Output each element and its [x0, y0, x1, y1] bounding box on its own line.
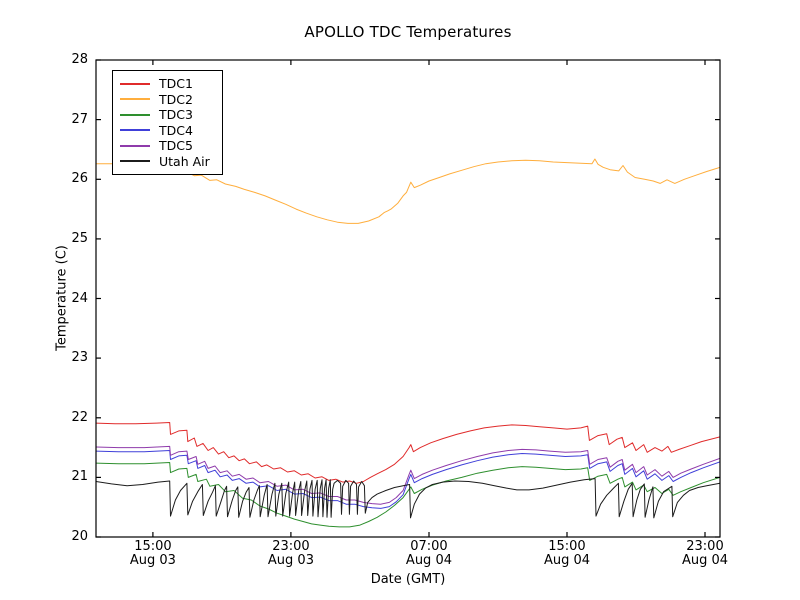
legend-line-swatch: [120, 82, 150, 85]
x-tick-label: 07:00 Aug 04: [387, 540, 471, 568]
chart-title: APOLLO TDC Temperatures: [304, 23, 512, 41]
x-tick-label: 23:00 Aug 04: [663, 540, 747, 568]
legend-label: TDC2: [159, 91, 193, 107]
legend-label: TDC5: [159, 138, 193, 154]
legend-item-utah-air: Utah Air: [120, 154, 210, 170]
series-line-utah-air: [96, 478, 720, 519]
legend-label: TDC4: [159, 122, 193, 138]
series-line-tdc3: [96, 462, 720, 528]
x-tick-time: 23:00: [686, 539, 724, 554]
y-tick-label: 27: [71, 111, 88, 127]
legend-item-tdc4: TDC4: [120, 123, 210, 139]
legend: TDC1 TDC2 TDC3 TDC4 TDC5 Utah Air: [112, 70, 223, 175]
y-tick-label: 28: [71, 52, 88, 67]
y-tick-label: 23: [71, 350, 88, 366]
legend-label: TDC1: [159, 76, 193, 92]
series-line-tdc5: [96, 445, 720, 505]
legend-item-tdc5: TDC5: [120, 138, 210, 154]
x-tick-date: Aug 04: [681, 553, 729, 568]
x-tick-label: 15:00 Aug 04: [525, 540, 609, 568]
legend-line-swatch: [120, 129, 150, 132]
series-line-tdc4: [96, 450, 720, 509]
legend-label: Utah Air: [159, 153, 210, 169]
y-tick-label: 22: [71, 409, 88, 425]
x-tick-label: 23:00 Aug 03: [249, 540, 333, 568]
legend-item-tdc2: TDC2: [120, 92, 210, 108]
y-tick-label: 20: [71, 529, 88, 544]
legend-item-tdc1: TDC1: [120, 76, 210, 92]
x-tick-date: Aug 04: [405, 553, 452, 568]
y-tick-label: 26: [71, 171, 88, 187]
legend-line-swatch: [120, 160, 150, 163]
legend-item-tdc3: TDC3: [120, 107, 210, 123]
legend-label: TDC3: [159, 107, 193, 123]
legend-line-swatch: [120, 144, 150, 147]
x-axis-label: Date (GMT): [370, 572, 446, 587]
x-tick-date: Aug 04: [543, 553, 590, 568]
x-tick-time: 15:00: [134, 539, 172, 554]
legend-line-swatch: [120, 98, 150, 101]
x-tick-time: 15:00: [548, 539, 586, 554]
x-tick-label: 15:00 Aug 03: [111, 540, 195, 568]
series-line-tdc1: [96, 422, 720, 484]
x-tick-time: 23:00: [272, 539, 310, 554]
y-tick-label: 25: [71, 230, 88, 246]
x-tick-time: 07:00: [410, 539, 448, 554]
x-tick-date: Aug 03: [129, 553, 176, 568]
y-tick-label: 21: [71, 469, 88, 485]
y-tick-label: 24: [71, 290, 88, 306]
x-tick-date: Aug 03: [267, 553, 314, 568]
series-line-tdc2: [96, 158, 720, 224]
legend-line-swatch: [120, 113, 150, 116]
